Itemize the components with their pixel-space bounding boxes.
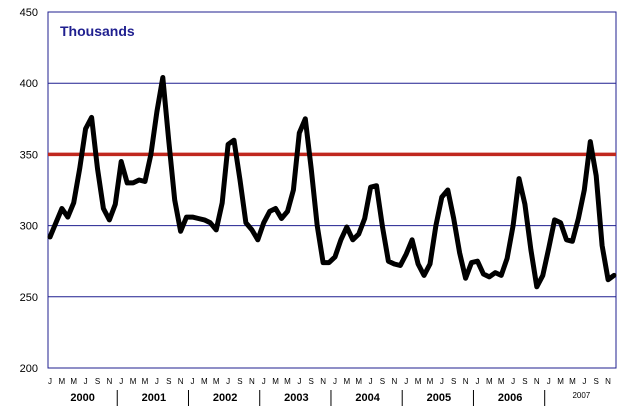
- x-tick-label-month: J: [226, 377, 230, 386]
- x-tick-label-month: M: [213, 377, 220, 386]
- x-tick-label-month: J: [404, 377, 408, 386]
- y-tick-label-350: 350: [20, 149, 38, 161]
- x-tick-label-month: M: [569, 377, 576, 386]
- x-tick-label-month: M: [142, 377, 149, 386]
- x-tick-label-month: S: [166, 377, 171, 386]
- x-tick-label-month: M: [70, 377, 77, 386]
- plot-frame: [47, 11, 617, 369]
- x-tick-label-month: N: [106, 377, 112, 386]
- x-tick-label-month: M: [415, 377, 422, 386]
- series-line: [47, 75, 617, 290]
- x-tick-label-month: J: [84, 377, 88, 386]
- y-axis-ticks: 200 250 300 350 400 450: [20, 7, 38, 375]
- y-tick-label-200: 200: [20, 363, 38, 375]
- x-tick-label-month: N: [605, 377, 611, 386]
- year-label-2007: 2007: [572, 391, 590, 400]
- x-tick-label-month: S: [95, 377, 100, 386]
- x-tick-label-month: J: [475, 377, 479, 386]
- y-tick-label-250: 250: [20, 292, 38, 304]
- x-tick-label-month: S: [237, 377, 242, 386]
- x-tick-label-month: N: [391, 377, 397, 386]
- x-tick-label-month: M: [427, 377, 434, 386]
- x-tick-label-month: M: [355, 377, 362, 386]
- data-points: [49, 77, 615, 287]
- y-tick-label-400: 400: [20, 78, 38, 90]
- x-tick-label-month: M: [284, 377, 291, 386]
- x-tick-label-month: J: [119, 377, 123, 386]
- x-tick-label-month: S: [594, 377, 599, 386]
- x-tick-label-month: M: [59, 377, 66, 386]
- x-tick-label-month: J: [297, 377, 301, 386]
- x-tick-label-month: J: [262, 377, 266, 386]
- x-tick-label-month: N: [249, 377, 255, 386]
- year-label-2002: 2002: [213, 392, 237, 404]
- x-tick-label-month: J: [333, 377, 337, 386]
- x-tick-label-month: M: [557, 377, 564, 386]
- x-tick-label-month: M: [272, 377, 279, 386]
- x-tick-label-month: J: [511, 377, 515, 386]
- x-tick-label-month: J: [547, 377, 551, 386]
- x-tick-label-month: M: [498, 377, 505, 386]
- x-tick-label-month: N: [534, 377, 540, 386]
- x-tick-label-month: M: [344, 377, 351, 386]
- year-label-2003: 2003: [284, 392, 308, 404]
- x-tick-label-month: N: [178, 377, 184, 386]
- x-tick-label-month: S: [451, 377, 456, 386]
- year-label-2006: 2006: [498, 392, 522, 404]
- year-label-2005: 2005: [427, 392, 451, 404]
- year-label-2004: 2004: [355, 392, 380, 404]
- chart-title: Thousands: [60, 23, 135, 39]
- x-tick-label-month: J: [48, 377, 52, 386]
- y-tick-label-300: 300: [20, 221, 38, 233]
- year-label-2000: 2000: [70, 392, 94, 404]
- x-tick-label-month: N: [463, 377, 469, 386]
- x-tick-label-month: J: [582, 377, 586, 386]
- x-tick-label-month: M: [486, 377, 493, 386]
- year-label-2001: 2001: [142, 392, 166, 404]
- x-tick-label-month: S: [522, 377, 527, 386]
- x-tick-label-month: S: [380, 377, 385, 386]
- x-tick-label-month: J: [190, 377, 194, 386]
- x-tick-label-month: J: [440, 377, 444, 386]
- x-tick-label-month: J: [155, 377, 159, 386]
- x-tick-label-month: J: [369, 377, 373, 386]
- x-tick-label-month: M: [201, 377, 208, 386]
- x-tick-label-month: M: [130, 377, 137, 386]
- x-tick-label-month: S: [309, 377, 314, 386]
- x-tick-label-month: N: [320, 377, 326, 386]
- y-tick-label-450: 450: [20, 7, 38, 19]
